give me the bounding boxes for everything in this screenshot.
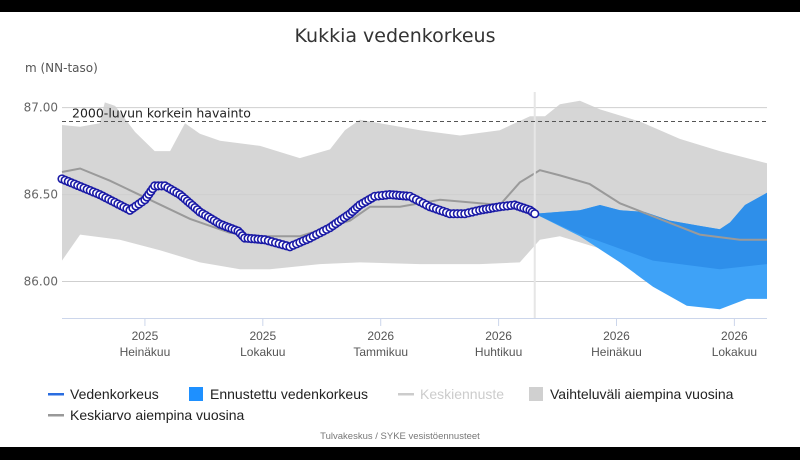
- y-tick-label: 86.00: [24, 274, 58, 288]
- legend-box-symbol: [529, 387, 543, 401]
- legend: Vedenkorkeus Ennustettu vedenkorkeus Keski…: [48, 386, 734, 423]
- reference-line-label: 2000-luvun korkein havainto: [72, 106, 251, 121]
- chart-title: Kukkia vedenkorkeus: [295, 25, 496, 47]
- legend-item-keskiennuste[interactable]: Keskiennuste: [398, 386, 504, 402]
- forecast-inner-band: [534, 192, 767, 270]
- x-tick-year: 2025: [249, 329, 276, 343]
- legend-item-vedenkorkeus[interactable]: Vedenkorkeus: [48, 386, 159, 402]
- legend-item-vaihteluväli-aiempina-vuosina[interactable]: Vaihteluväli aiempina vuosina: [529, 386, 734, 402]
- x-tick-year: 2026: [603, 329, 630, 343]
- y-axis: 87.00 86.50 86.00: [24, 101, 58, 289]
- legend-label: Ennustettu vedenkorkeus: [210, 386, 368, 402]
- legend-line-symbol: [48, 393, 64, 396]
- x-tick-month: Heinäkuu: [120, 345, 171, 359]
- legend-label: Keskiarvo aiempina vuosina: [70, 407, 245, 423]
- legend-box-symbol: [189, 387, 203, 401]
- y-tick-label: 87.00: [24, 101, 58, 115]
- x-tick-month: Lokakuu: [240, 345, 285, 359]
- observed-series[interactable]: [57, 174, 540, 252]
- legend-line-symbol: [398, 393, 414, 396]
- forecast-band: [534, 192, 767, 310]
- y-axis-label: m (NN-taso): [25, 61, 98, 75]
- legend-line-symbol: [48, 414, 64, 417]
- x-tick-year: 2025: [132, 329, 159, 343]
- legend-label: Keskiennuste: [420, 386, 504, 402]
- legend-label: Vedenkorkeus: [70, 386, 159, 402]
- x-tick-month: Tammikuu: [353, 345, 408, 359]
- observed-point[interactable]: [530, 209, 540, 219]
- x-tick-month: Huhtikuu: [475, 345, 522, 359]
- credits[interactable]: Tulvakeskus / SYKE vesistöennusteet: [320, 431, 480, 442]
- x-tick-year: 2026: [485, 329, 512, 343]
- x-tick-year: 2026: [721, 329, 748, 343]
- y-tick-label: 86.50: [24, 188, 58, 202]
- x-tick-year: 2026: [367, 329, 394, 343]
- legend-item-ennustettu-vedenkorkeus[interactable]: Ennustettu vedenkorkeus: [189, 386, 368, 402]
- x-axis: 2025 Heinäkuu 2025 Lokakuu 2026 Tammikuu 2026 H…: [62, 318, 767, 359]
- x-tick-month: Lokakuu: [712, 345, 757, 359]
- legend-item-keskiarvo-aiempina-vuosina[interactable]: Keskiarvo aiempina vuosina: [48, 407, 245, 423]
- legend-label: Vaihteluväli aiempina vuosina: [550, 386, 734, 402]
- x-tick-month: Heinäkuu: [591, 345, 642, 359]
